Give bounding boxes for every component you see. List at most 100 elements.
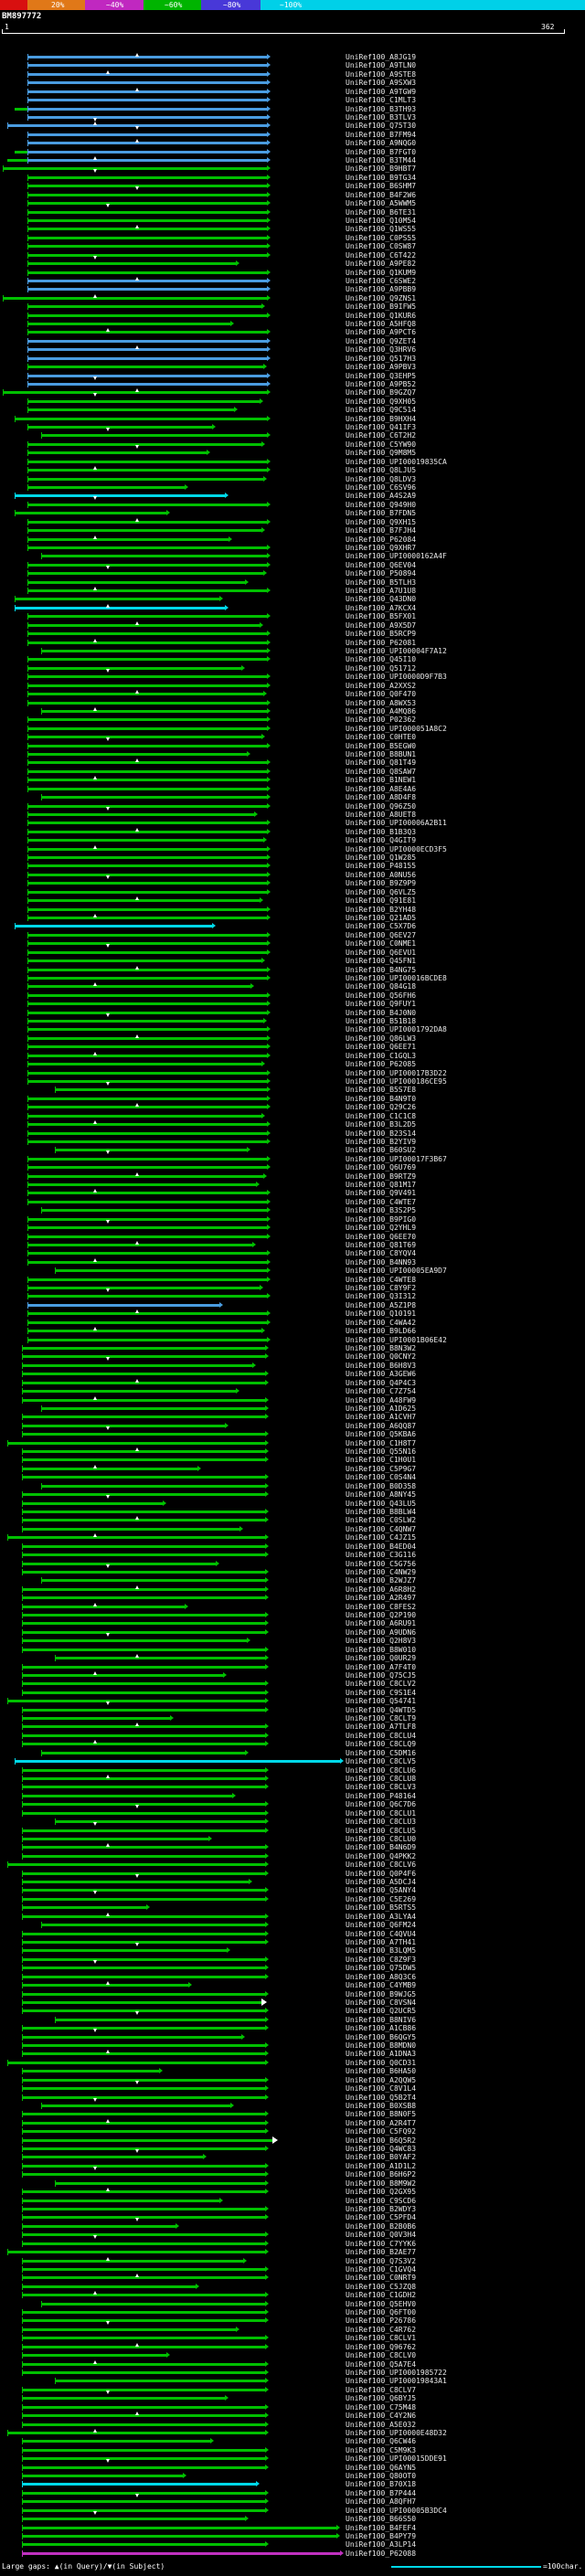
hit-label[interactable]: UniRef100_B9IFW5 <box>346 302 417 312</box>
hit-bar[interactable] <box>27 959 261 963</box>
hit-label[interactable]: UniRef100_C5PFD4 <box>346 2213 417 2222</box>
hit-bar[interactable] <box>27 1312 267 1316</box>
hit-bar[interactable] <box>27 933 267 937</box>
hit-bar[interactable] <box>22 2044 265 2048</box>
hit-bar[interactable] <box>41 1209 267 1213</box>
hit-bar[interactable] <box>41 796 267 800</box>
hit-bar[interactable] <box>27 323 230 326</box>
hit-label[interactable]: UniRef100_Q45I10 <box>346 655 417 664</box>
hit-label[interactable]: UniRef100_B1B3Q3 <box>346 827 417 836</box>
hit-bar[interactable] <box>27 1338 267 1341</box>
hit-label[interactable]: UniRef100_B60SU2 <box>346 1146 417 1155</box>
hit-bar[interactable] <box>22 1605 185 1608</box>
hit-bar[interactable] <box>22 1829 265 1832</box>
hit-bar[interactable] <box>27 726 267 730</box>
hit-label[interactable]: UniRef100_Q9FUY1 <box>346 1000 417 1009</box>
hit-bar[interactable] <box>27 787 267 790</box>
hit-label[interactable]: UniRef100_B8N3W2 <box>346 1344 417 1352</box>
hit-bar[interactable] <box>22 1871 265 1875</box>
hit-bar[interactable] <box>27 366 263 369</box>
hit-bar[interactable] <box>22 1467 197 1470</box>
hit-label[interactable]: UniRef100_C5YW90 <box>346 440 417 449</box>
hit-bar[interactable] <box>22 1363 252 1367</box>
hit-label[interactable]: UniRef100_P62081 <box>346 638 417 647</box>
hit-label[interactable]: UniRef100_Q84G18 <box>346 982 417 991</box>
hit-label[interactable]: UniRef100_Q75DW5 <box>346 1964 417 1973</box>
hit-label[interactable]: UniRef100_A48FW9 <box>346 1395 417 1405</box>
hit-label[interactable]: UniRef100_A3LP14 <box>346 2540 417 2549</box>
hit-label[interactable]: UniRef100_B7FGT0 <box>346 147 417 156</box>
hit-bar[interactable] <box>27 99 267 102</box>
hit-bar[interactable] <box>22 2388 265 2391</box>
hit-bar[interactable] <box>27 520 267 524</box>
hit-label[interactable]: UniRef100_A2R4T7 <box>346 2118 417 2127</box>
hit-label[interactable]: UniRef100_C8CLV0 <box>346 2351 417 2360</box>
hit-bar[interactable] <box>55 1820 265 1824</box>
hit-label[interactable]: UniRef100_B0D358 <box>346 1481 417 1490</box>
hit-bar[interactable] <box>27 218 267 222</box>
hit-bar[interactable] <box>27 684 267 687</box>
hit-bar[interactable] <box>22 2397 225 2401</box>
hit-label[interactable]: UniRef100_C8CLU5 <box>346 1826 417 1835</box>
hit-bar[interactable] <box>27 1020 263 1023</box>
hit-label[interactable]: UniRef100_C7Z754 <box>346 1387 417 1396</box>
hit-label[interactable]: UniRef100_A2XXS2 <box>346 681 417 690</box>
hit-label[interactable]: UniRef100_Q0UR29 <box>346 1654 417 1663</box>
hit-bar[interactable] <box>27 1320 267 1324</box>
hit-label[interactable]: UniRef100_P62084 <box>346 535 417 544</box>
hit-bar[interactable] <box>22 1897 265 1901</box>
hit-bar[interactable] <box>22 1390 236 1394</box>
hit-bar[interactable] <box>27 1192 267 1195</box>
hit-label[interactable]: UniRef100_Q9XH15 <box>346 517 417 526</box>
hit-label[interactable]: UniRef100_C4WTE8 <box>346 1275 417 1284</box>
hit-label[interactable]: UniRef100_UPI00006A2B11 <box>346 819 447 828</box>
hit-label[interactable]: UniRef100_C3G116 <box>346 1551 417 1560</box>
hit-bar[interactable] <box>27 856 267 860</box>
hit-bar[interactable] <box>22 2294 265 2297</box>
hit-label[interactable]: UniRef100_Q6U769 <box>346 1163 417 1172</box>
hit-label[interactable]: UniRef100_C4NW29 <box>346 1567 417 1576</box>
hit-label[interactable]: UniRef100_B8M9W2 <box>346 2178 417 2188</box>
hit-label[interactable]: UniRef100_UPI0000E48D32 <box>346 2428 447 2437</box>
hit-bar[interactable] <box>27 1036 267 1040</box>
hit-bar[interactable] <box>27 72 267 76</box>
hit-label[interactable]: UniRef100_Q9M8M5 <box>346 449 417 458</box>
hit-label[interactable]: UniRef100_B4J0N0 <box>346 1008 417 1017</box>
hit-bar[interactable] <box>41 555 267 558</box>
hit-bar[interactable] <box>22 2422 265 2426</box>
hit-bar[interactable] <box>27 907 267 911</box>
hit-bar[interactable] <box>27 288 267 292</box>
hit-bar[interactable] <box>22 2354 166 2358</box>
hit-label[interactable]: UniRef100_C6T422 <box>346 250 417 260</box>
hit-label[interactable]: UniRef100_A8WX53 <box>346 698 417 707</box>
hit-bar[interactable] <box>22 2216 265 2220</box>
hit-bar[interactable] <box>27 90 267 93</box>
hit-bar[interactable] <box>22 2095 265 2099</box>
hit-label[interactable]: UniRef100_A8E4A6 <box>346 784 417 793</box>
hit-bar[interactable] <box>27 193 267 196</box>
hit-bar[interactable] <box>22 2319 265 2323</box>
hit-bar[interactable] <box>27 1079 267 1083</box>
hit-bar[interactable] <box>27 1028 267 1032</box>
hit-label[interactable]: UniRef100_B6H8V3 <box>346 1361 417 1370</box>
hit-label[interactable]: UniRef100_P02362 <box>346 716 417 725</box>
hit-bar[interactable] <box>22 1424 225 1427</box>
hit-label[interactable]: UniRef100_Q9V491 <box>346 1189 417 1198</box>
hit-bar[interactable] <box>55 1149 247 1152</box>
hit-label[interactable]: UniRef100_Q6AYN5 <box>346 2463 417 2472</box>
hit-bar[interactable] <box>22 1596 265 1600</box>
hit-label[interactable]: UniRef100_A9X5D7 <box>346 620 417 630</box>
hit-label[interactable]: UniRef100_C8VSN4 <box>346 1998 417 2007</box>
hit-bar[interactable] <box>27 159 267 163</box>
hit-label[interactable]: UniRef100_Q9XH05 <box>346 397 417 406</box>
hit-bar[interactable] <box>27 1063 261 1066</box>
hit-bar[interactable] <box>22 1957 265 1961</box>
hit-bar[interactable] <box>22 2370 265 2374</box>
hit-bar[interactable] <box>27 736 261 739</box>
hit-bar[interactable] <box>27 1054 267 1057</box>
hit-bar[interactable] <box>27 356 267 360</box>
hit-label[interactable]: UniRef100_B2YH48 <box>346 905 417 914</box>
hit-bar[interactable] <box>27 331 267 334</box>
hit-label[interactable]: UniRef100_A8NY45 <box>346 1490 417 1500</box>
hit-bar[interactable] <box>22 2009 265 2013</box>
